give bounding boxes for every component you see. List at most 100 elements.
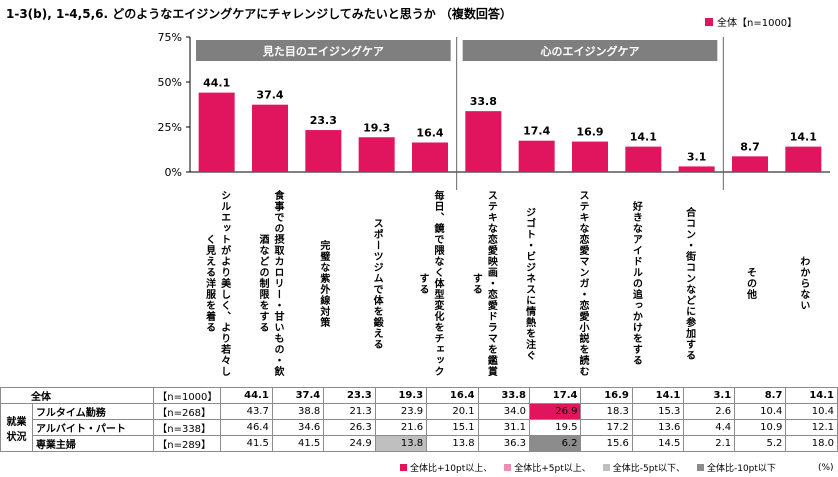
table-cell: 21.6 [374, 419, 428, 436]
data-label: 3.1 [687, 150, 707, 163]
bar-chart: 0% 25% 50% 75% 見た目のエイジングケア 心のエイジングケア 44.1 37.4 2… [158, 31, 830, 190]
category-label: ステキな恋愛マンガ・恋愛小説を読む [577, 190, 588, 377]
category-label: 毎日、鏡で隈なく体型変化をチェックする [417, 190, 443, 377]
table-cell: 41.5 [271, 435, 325, 452]
table-cell: 12.1 [785, 419, 838, 436]
footnote-item: 全体比+10pt以上、 [400, 461, 492, 474]
chart-title: 1-3(b), 1-4,5,6. どのようなエイジングケアにチャレンジしてみたい… [6, 7, 512, 21]
footnote-swatch [400, 464, 407, 471]
table-cell: 23.3 [323, 387, 376, 404]
bar [625, 146, 662, 172]
bar [518, 140, 555, 172]
table-cell: 10.9 [734, 419, 787, 436]
table-cell: 36.3 [477, 435, 531, 452]
row-label: 専業主婦 [31, 435, 155, 452]
data-label: 14.1 [630, 131, 657, 144]
table-cell: 3.1 [683, 387, 736, 404]
footnote-swatch [602, 464, 610, 471]
bar [465, 111, 502, 172]
table-cell: 41.5 [220, 435, 273, 452]
table-cell: 34.0 [477, 403, 531, 420]
table-cell: 2.1 [683, 435, 736, 452]
bar [785, 146, 822, 172]
table-cell: 18.3 [580, 403, 633, 420]
legend-label: 全体【n=1000】 [717, 18, 798, 29]
table-row: 就業状況 フルタイム勤務 【n=268】 43.7 38.8 21.3 23.9 20.1 34… [0, 403, 838, 452]
row-label: フルタイム勤務 [31, 403, 155, 420]
table-cell: 23.9 [374, 403, 428, 420]
footnote-label: 全体比+5pt以上、 [514, 464, 591, 474]
category-label: ステキな恋愛映画・恋愛ドラマを鑑賞する [470, 190, 497, 377]
table-cell: 17.4 [529, 387, 582, 404]
row-n: 【n=1000】 [153, 387, 222, 404]
legend: 全体【n=1000】 [705, 14, 797, 29]
data-label: 17.4 [523, 125, 550, 138]
table-cell: 13.6 [631, 419, 685, 436]
data-label: 14.1 [790, 131, 817, 144]
table-cell: 17.2 [580, 419, 633, 436]
bar [305, 130, 342, 172]
table-cell: 15.6 [580, 435, 633, 452]
category-label: わからない [797, 256, 809, 311]
table-cell: 19.5 [529, 419, 582, 436]
table-cell: 38.8 [271, 403, 325, 420]
category-label: ジゴト・ビジネスに情熱を注ぐ [523, 206, 535, 361]
bar [572, 141, 608, 172]
data-label: 44.1 [203, 77, 230, 90]
group-header-label: 心のエイジングケア [541, 44, 640, 58]
row-group-label: 就業状況 [0, 403, 33, 452]
table-row: アルバイト・パート 【n=338】 46.4 34.6 26.3 21.6 15.1 31.1… [1, 419, 838, 436]
group-header [462, 40, 718, 61]
table-cell: 31.1 [477, 419, 531, 436]
unit-label: (%) [817, 462, 834, 473]
category-label: その他 [744, 267, 756, 300]
category-label: 食事での摂取カロリー・甘いもの・飲酒などの制限をする [257, 190, 283, 377]
table-cell: 10.4 [785, 403, 838, 420]
table-cell: 18.0 [785, 435, 838, 452]
table-row: 全体 【n=1000】 44.1 37.4 23.3 19.3 16.4 33.8 17.4 16… [0, 387, 838, 404]
data-label: 8.7 [740, 140, 760, 153]
footnote-item: 全体比-10pt以下 [696, 461, 776, 474]
table-cell: 34.6 [271, 419, 325, 436]
data-label: 16.9 [576, 126, 603, 139]
table-cell: 16.4 [426, 387, 479, 404]
category-label: シルエットがより美しく、より若々しく見える洋服を着る [203, 190, 230, 377]
category-label: 好きなアイドルの追っかけをする [630, 201, 642, 366]
table-cell: 13.8 [374, 435, 428, 452]
group-header [196, 40, 451, 61]
bar [358, 137, 395, 172]
data-label: 33.8 [470, 95, 497, 108]
category-label: 完璧な紫外線対策 [317, 239, 329, 328]
table-cell: 10.4 [734, 403, 787, 420]
data-label: 19.3 [363, 121, 390, 134]
row-label: 全体 [0, 387, 155, 404]
table-cell: 14.1 [631, 387, 685, 404]
data-label: 16.4 [416, 126, 443, 139]
row-n: 【n=268】 [153, 403, 222, 420]
row-label: アルバイト・パート [31, 419, 155, 436]
data-label: 37.4 [256, 89, 283, 102]
table-cell: 20.1 [426, 403, 479, 420]
table-cell: 6.2 [529, 435, 582, 452]
table-cell: 19.3 [374, 387, 428, 404]
footnote-label: 全体比-5pt以下、 [612, 464, 685, 474]
footnote-swatch [696, 464, 704, 471]
bar [198, 92, 235, 172]
category-label: 合コン・街コンなどに参加する [683, 206, 695, 361]
table-cell: 13.8 [426, 435, 479, 452]
bar [252, 104, 288, 172]
footnote-item: 全体比-5pt以下、 [602, 461, 685, 474]
bar [412, 142, 448, 172]
group-header-label: 見た目のエイジングケア [262, 44, 384, 58]
footnote-legend: 全体比+10pt以上、 全体比+5pt以上、 全体比-5pt以下、 全体比-10pt以… [400, 461, 834, 474]
table-cell: 24.9 [323, 435, 376, 452]
table-cell: 2.6 [683, 403, 736, 420]
bar [732, 156, 768, 172]
table-cell: 37.4 [271, 387, 325, 404]
table-cell: 26.3 [323, 419, 376, 436]
table-cell: 14.1 [785, 387, 838, 404]
table-cell: 26.9 [529, 403, 582, 420]
table-cell: 4.4 [683, 419, 736, 436]
table-cell: 33.8 [477, 387, 531, 404]
data-label: 23.3 [310, 114, 337, 127]
